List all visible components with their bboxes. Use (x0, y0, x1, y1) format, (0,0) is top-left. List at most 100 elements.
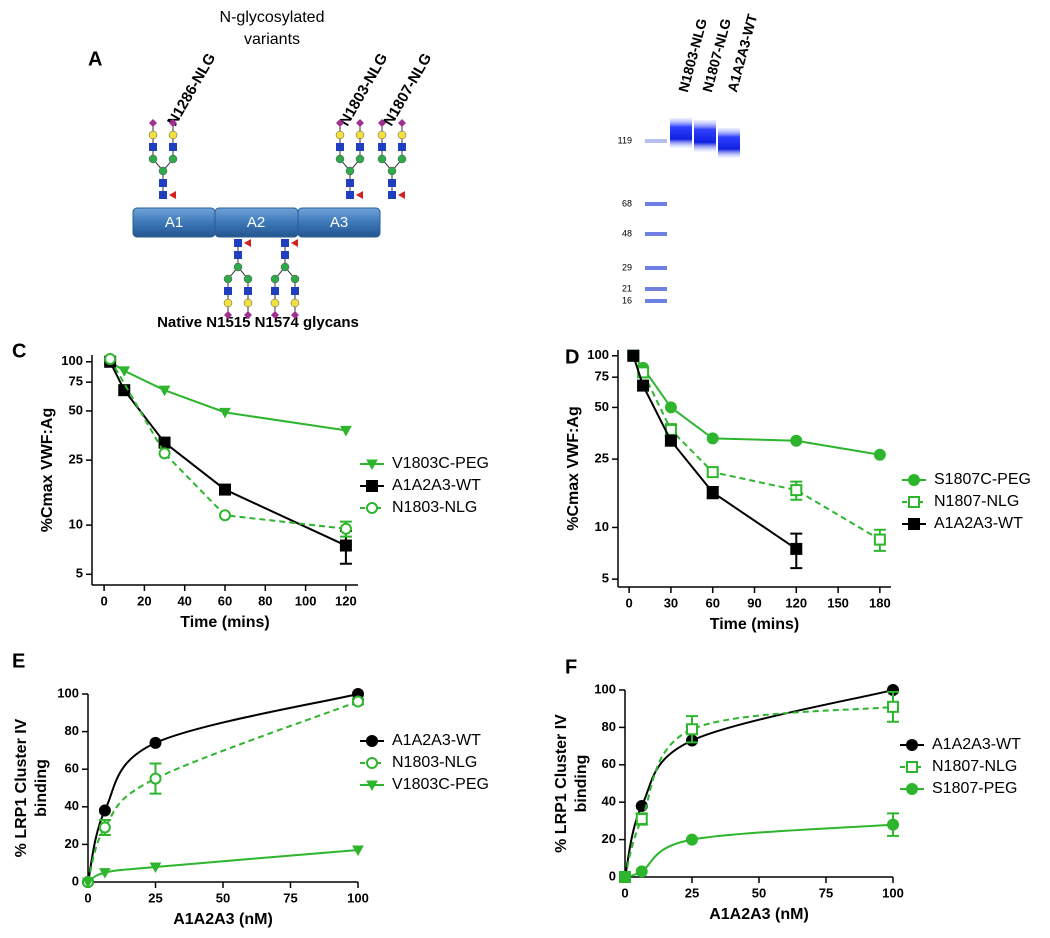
marker (619, 871, 631, 883)
marker (637, 379, 650, 392)
marker (664, 434, 677, 447)
y-tick-label: 80 (65, 723, 79, 738)
x-tick-label: 30 (664, 595, 678, 610)
marker (706, 432, 719, 445)
y-axis-label: % LRP1 Cluster IV (13, 718, 30, 857)
series-line (632, 355, 881, 541)
ladder-label: 119 (618, 135, 632, 145)
ladder-band (645, 139, 667, 143)
y-tick-label: 20 (65, 836, 79, 851)
glcnac (291, 287, 299, 295)
y-tick-label: 60 (65, 761, 79, 776)
glcnac (149, 143, 157, 151)
legend-label: N1803-NLG (392, 754, 477, 771)
mannose (243, 274, 253, 284)
x-tick-label: 0 (626, 595, 633, 610)
marker (352, 695, 364, 708)
y-tick-label: 60 (602, 756, 616, 771)
y-tick-label: 100 (594, 681, 616, 696)
marker (686, 833, 698, 846)
series-line (109, 358, 347, 530)
legend-label: A1A2A3-WT (932, 736, 1021, 753)
galactose (290, 298, 300, 308)
x-tick-label: 25 (148, 890, 162, 905)
x-axis-label: Time (mins) (180, 614, 270, 631)
y-axis-label: % LRP1 Cluster IV (553, 714, 570, 853)
marker (98, 804, 111, 817)
mannose (168, 154, 178, 164)
x-tick-label: 0 (621, 885, 628, 900)
fucose (356, 191, 363, 199)
legend-marker (908, 518, 920, 530)
x-tick-label: 25 (685, 885, 699, 900)
y-tick-label: 20 (602, 831, 616, 846)
glcnac (346, 179, 354, 187)
galactose (355, 130, 365, 140)
galactose (243, 298, 253, 308)
legend-marker (366, 735, 378, 747)
mannose (233, 262, 243, 272)
marker (706, 466, 719, 479)
panel-letter: C (12, 340, 26, 362)
legend-label: N1807-NLG (934, 493, 1019, 510)
glcnac (281, 239, 289, 247)
marker (873, 448, 886, 461)
legend-marker (906, 783, 918, 795)
panel-letter: D (565, 346, 579, 368)
x-tick-label: 150 (827, 595, 849, 610)
legend-label: S1807C-PEG (934, 471, 1031, 488)
ladder-label: 16 (622, 295, 632, 305)
legend-marker (366, 502, 378, 514)
legend-marker (366, 459, 378, 471)
marker (104, 352, 117, 365)
galactose (335, 130, 345, 140)
y-tick-label: 25 (69, 452, 83, 467)
mannose (387, 166, 397, 176)
marker (149, 862, 162, 873)
marker (790, 484, 803, 497)
y-tick-label: 75 (69, 374, 83, 389)
mannose (397, 154, 407, 164)
x-axis-label: A1A2A3 (nM) (173, 911, 273, 928)
y-tick-label: 80 (602, 719, 616, 734)
sialic-acid (149, 119, 157, 127)
x-tick-label: 50 (752, 885, 766, 900)
marker (873, 533, 886, 546)
series-line (624, 689, 894, 878)
glcnac (224, 287, 232, 295)
x-tick-label: 120 (785, 595, 807, 610)
legend-label: N1807-NLG (932, 758, 1017, 775)
sialic-acid (356, 119, 364, 127)
glycans (148, 119, 407, 319)
glcnac (169, 143, 177, 151)
glcnac (234, 251, 242, 259)
y-tick-label: 100 (57, 685, 79, 700)
x-tick-label: 60 (218, 593, 232, 608)
galactose (223, 298, 233, 308)
native-label: Native N1515 N1574 glycans (157, 314, 359, 331)
sialic-acid (336, 119, 344, 127)
marker (790, 434, 803, 447)
y-tick-label: 100 (61, 353, 83, 368)
diagram-title: N-glycosylated (220, 9, 325, 26)
series-line (87, 700, 359, 883)
legend-label: S1807-PEG (932, 780, 1017, 797)
gel-band (718, 128, 740, 158)
marker (118, 384, 131, 397)
ladder-label: 29 (622, 262, 632, 272)
x-tick-label: 180 (869, 595, 891, 610)
marker (664, 401, 677, 414)
marker (686, 723, 698, 736)
legend-label: N1803-NLG (392, 499, 477, 516)
x-tick-label: 90 (747, 595, 761, 610)
y-tick-label: 10 (595, 519, 609, 534)
y-tick-label: 50 (595, 399, 609, 414)
glcnac (398, 143, 406, 151)
series-line (87, 693, 359, 883)
ladder-band (645, 266, 667, 270)
mannose (355, 154, 365, 164)
x-tick-label: 60 (705, 595, 719, 610)
legend-marker (906, 739, 918, 751)
y-tick-label: 100 (587, 347, 609, 362)
mannose (377, 154, 387, 164)
